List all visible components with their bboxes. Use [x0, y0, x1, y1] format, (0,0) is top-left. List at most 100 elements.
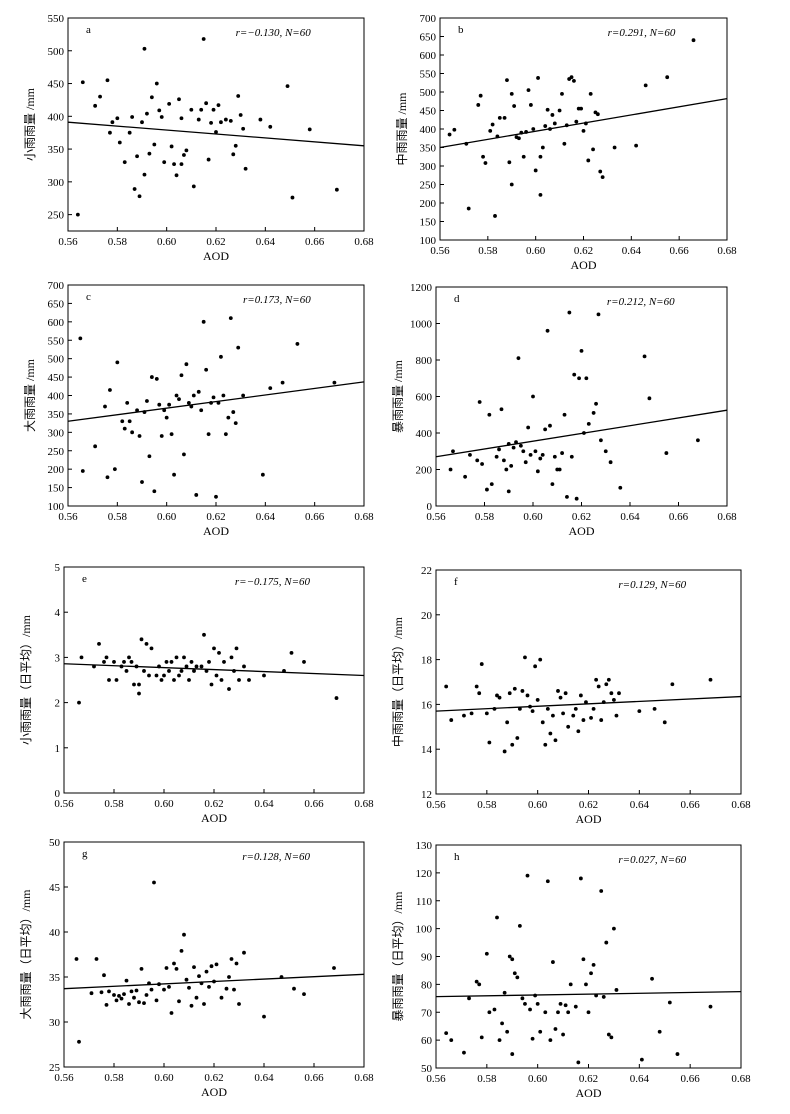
- data-point: [142, 410, 147, 414]
- data-point: [447, 132, 452, 137]
- data-point: [202, 632, 206, 637]
- x-axis-label: AOD: [201, 811, 227, 825]
- y-tick-label: 45: [49, 882, 61, 894]
- data-point: [125, 400, 130, 405]
- data-point: [268, 386, 273, 391]
- data-point: [579, 348, 584, 353]
- data-point: [476, 103, 481, 107]
- data-point: [199, 408, 204, 413]
- x-tick-label: 0.66: [670, 245, 690, 257]
- y-tick-label: 70: [421, 1007, 433, 1019]
- data-point: [89, 991, 94, 996]
- data-point: [114, 678, 119, 682]
- data-point: [78, 336, 83, 341]
- data-point: [142, 172, 147, 177]
- data-point: [543, 742, 548, 747]
- data-point: [182, 655, 186, 660]
- data-point: [652, 706, 657, 711]
- data-point: [221, 393, 226, 398]
- data-point: [137, 194, 142, 199]
- data-point: [506, 442, 511, 446]
- y-tick-label: 22: [421, 565, 432, 577]
- data-point: [103, 404, 107, 409]
- x-tick-label: 0.66: [681, 1073, 701, 1085]
- x-tick-label: 0.56: [426, 799, 446, 811]
- y-tick-label: 80: [421, 979, 433, 991]
- data-point: [566, 724, 571, 729]
- x-tick-label: 0.62: [206, 511, 225, 523]
- x-tick-label: 0.64: [630, 799, 650, 811]
- data-point: [214, 130, 218, 134]
- data-point: [584, 700, 588, 705]
- x-tick-label: 0.58: [478, 245, 498, 257]
- panel-letter: a: [86, 24, 91, 36]
- data-point: [518, 443, 523, 448]
- plot-frame: [435, 844, 742, 1069]
- data-point: [105, 78, 110, 83]
- data-point: [509, 91, 514, 96]
- data-point: [122, 660, 126, 664]
- x-tick-label: 0.56: [54, 798, 74, 810]
- x-tick-label: 0.58: [104, 1072, 124, 1084]
- data-point: [182, 932, 186, 937]
- data-point: [612, 698, 616, 702]
- data-point: [268, 124, 273, 129]
- data-point: [599, 438, 603, 443]
- y-tick-label: 40: [49, 927, 61, 939]
- data-point: [147, 673, 151, 678]
- data-point: [526, 88, 531, 93]
- data-point: [591, 411, 596, 415]
- trend-line: [63, 663, 365, 677]
- y-tick-label: 400: [416, 428, 433, 440]
- data-point: [157, 664, 161, 669]
- data-point: [144, 641, 149, 646]
- data-point: [184, 148, 189, 153]
- data-point: [214, 673, 219, 678]
- data-point: [495, 693, 499, 698]
- data-point: [664, 451, 669, 455]
- data-point: [112, 467, 117, 472]
- data-point: [514, 440, 518, 445]
- data-point: [474, 979, 479, 984]
- data-point: [289, 650, 294, 655]
- data-point: [191, 393, 196, 398]
- x-axis-label: AOD: [576, 1086, 602, 1100]
- data-point: [223, 117, 228, 122]
- data-point: [469, 711, 474, 716]
- data-point: [192, 669, 196, 673]
- data-point: [209, 120, 213, 125]
- y-tick-label: 120: [416, 868, 433, 880]
- x-tick-label: 0.66: [305, 511, 325, 523]
- data-point: [612, 145, 617, 150]
- data-point: [596, 684, 601, 689]
- data-point: [229, 957, 234, 961]
- y-tick-label: 2: [55, 698, 61, 710]
- data-point: [452, 127, 457, 132]
- y-tick-label: 14: [421, 744, 433, 756]
- data-point: [488, 128, 493, 133]
- panel-f: 0.56 0.58 0.60 0.62 0.64 0.66 0.68 12 14 16 18 20 22…: [390, 565, 751, 826]
- data-point: [521, 154, 526, 159]
- data-point: [708, 1004, 713, 1009]
- data-point: [167, 402, 172, 407]
- x-tick-label: 0.66: [669, 511, 689, 523]
- data-point: [212, 979, 216, 984]
- data-point: [104, 1003, 109, 1007]
- data-point: [574, 119, 579, 124]
- data-point: [563, 1003, 568, 1008]
- x-tick-label: 0.68: [717, 511, 737, 523]
- data-point: [507, 160, 512, 165]
- data-point: [490, 122, 495, 127]
- data-point: [479, 662, 484, 666]
- data-point: [74, 957, 79, 961]
- data-point: [130, 115, 135, 119]
- data-point: [576, 729, 581, 734]
- data-point: [159, 678, 164, 682]
- data-point: [242, 950, 246, 955]
- x-tick-label: 0.62: [574, 245, 593, 257]
- data-point: [75, 212, 80, 217]
- y-axis-label: 暴雨雨量 /mm: [391, 359, 405, 433]
- data-point: [179, 669, 184, 673]
- data-point: [548, 127, 552, 131]
- y-tick-label: 200: [48, 464, 65, 476]
